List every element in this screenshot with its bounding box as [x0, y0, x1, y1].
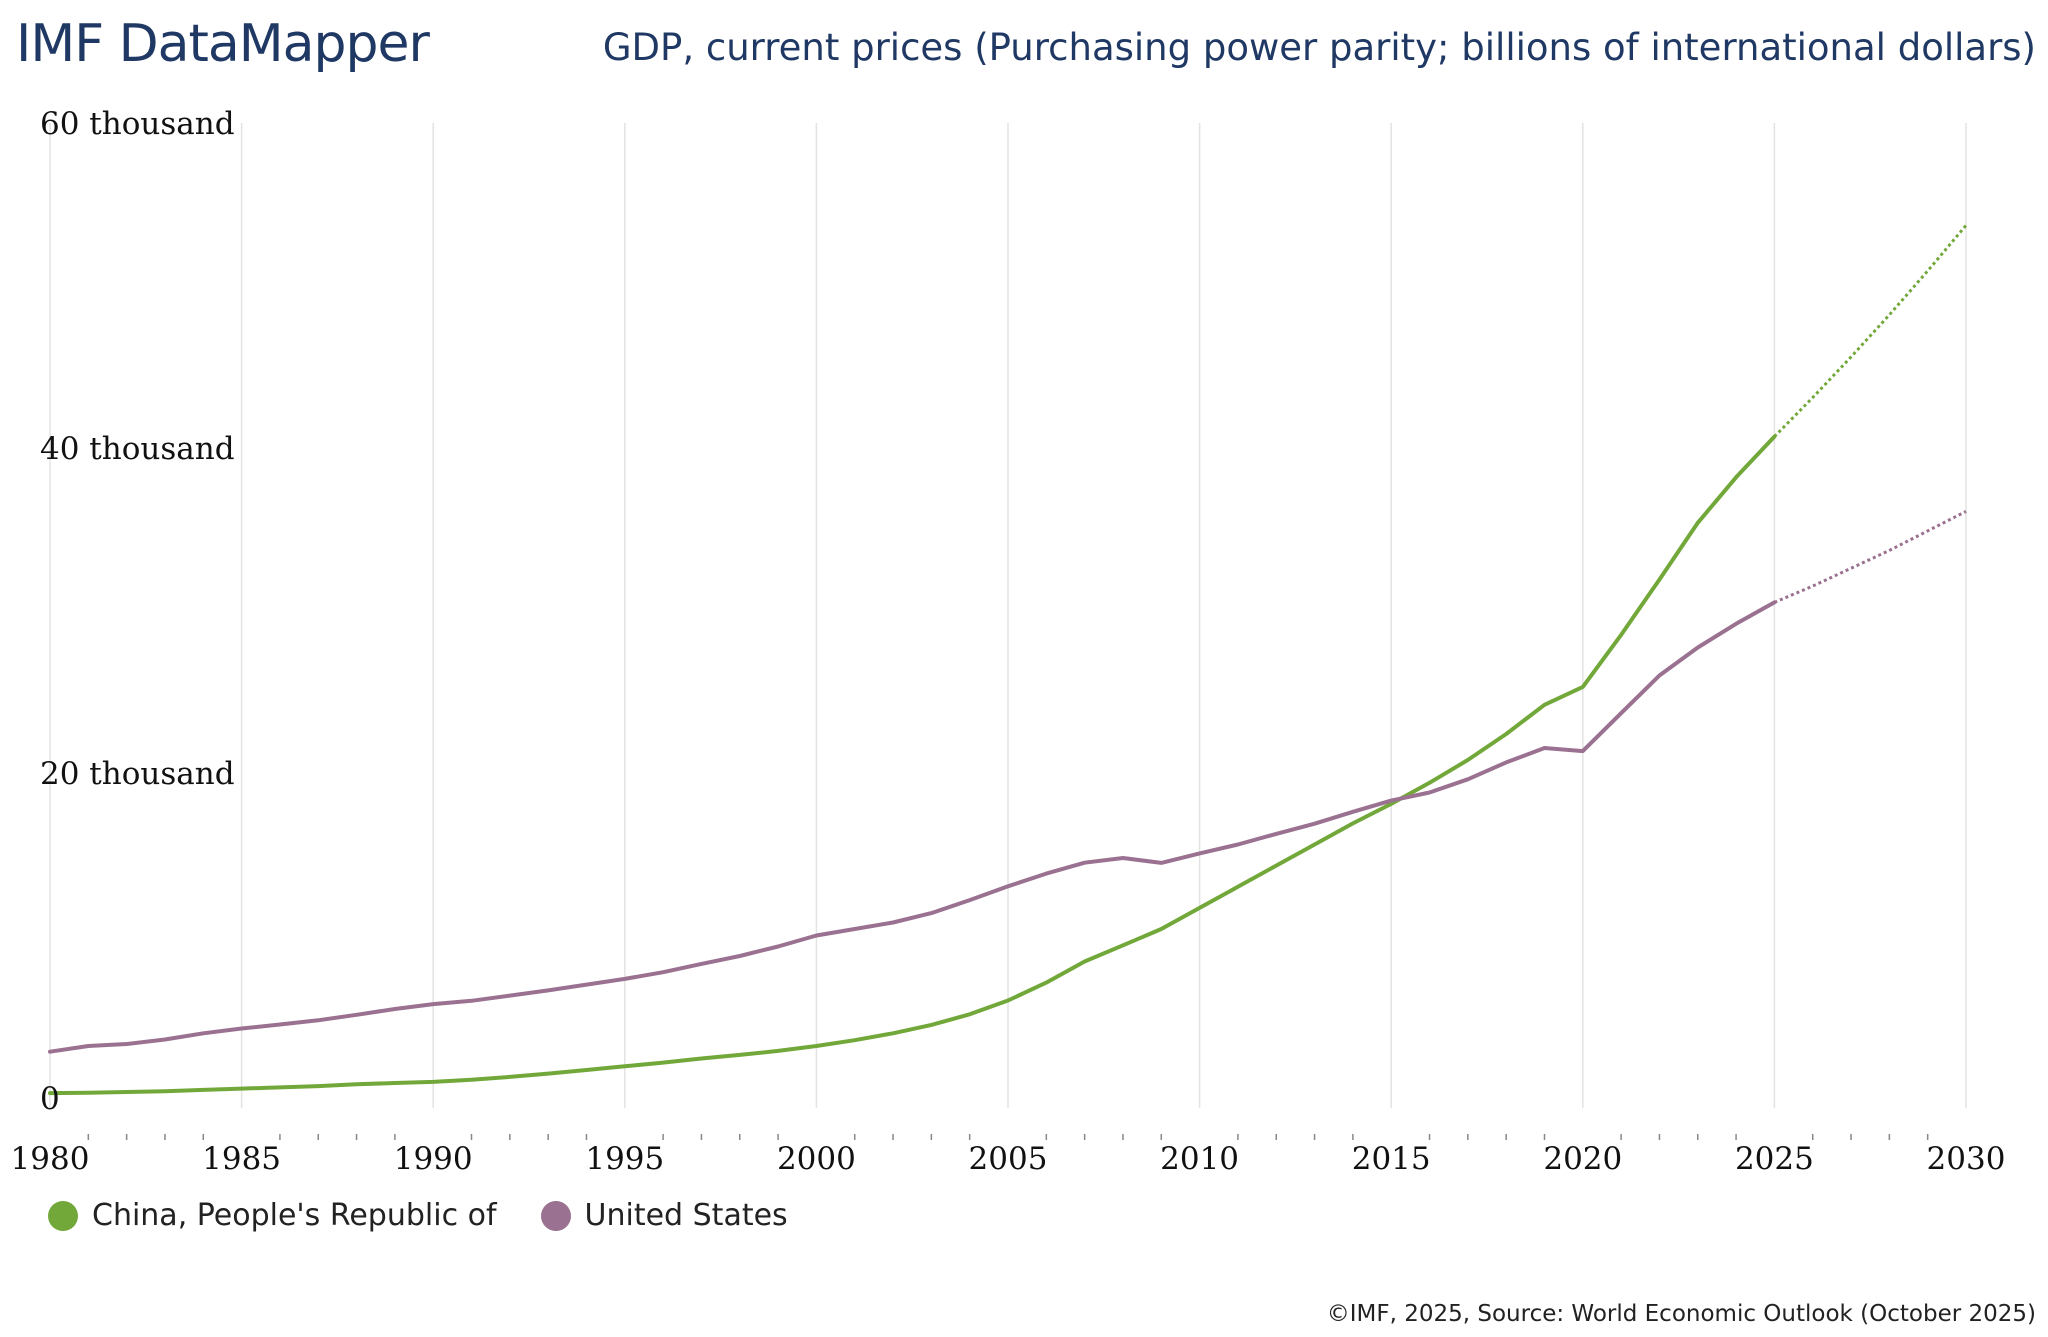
x-tick-label: 2025 — [1735, 1141, 1814, 1177]
x-tick-label: 1995 — [585, 1141, 664, 1177]
x-tick-label: 1985 — [202, 1141, 281, 1177]
x-tick-label: 2015 — [1352, 1141, 1431, 1177]
y-tick-label: 60 thousand — [40, 106, 235, 142]
grid-lines — [49, 123, 1967, 1108]
brand-title: IMF DataMapper — [16, 14, 430, 74]
y-tick-label: 0 — [40, 1081, 60, 1117]
x-tick-label: 2005 — [969, 1141, 1048, 1177]
series-projection-china[interactable] — [1773, 224, 1968, 438]
x-tick-label: 2020 — [1543, 1141, 1622, 1177]
legend-item-china[interactable]: China, People's Republic of — [48, 1198, 497, 1233]
x-tick-label: 1990 — [394, 1141, 473, 1177]
legend-swatch-china — [48, 1200, 78, 1231]
legend-swatch-united-states — [540, 1200, 571, 1231]
y-axis-labels: 0 20 thousand 40 thousand 60 thousand — [40, 106, 235, 1117]
series-projection-united-states[interactable] — [1773, 510, 1967, 604]
legend-label-china: China, People's Republic of — [92, 1198, 497, 1233]
source-footer: ©IMF, 2025, Source: World Economic Outlo… — [1326, 1301, 2036, 1327]
y-tick-label: 20 thousand — [40, 756, 235, 792]
y-tick-label: 40 thousand — [40, 431, 235, 467]
minor-ticks — [87, 1134, 1929, 1140]
x-tick-label: 2000 — [777, 1141, 856, 1177]
legend: China, People's Republic of United State… — [48, 1198, 832, 1233]
legend-label-united-states: United States — [584, 1198, 788, 1233]
series-line-united-states[interactable] — [48, 600, 1777, 1054]
x-tick-label: 1980 — [11, 1141, 90, 1177]
series-lines — [48, 224, 1968, 1096]
legend-item-united-states[interactable]: United States — [540, 1198, 788, 1233]
x-tick-label: 2030 — [1927, 1141, 2006, 1177]
series-line-china[interactable] — [48, 434, 1777, 1096]
x-axis-labels: 1980 1985 1990 1995 2000 2005 2010 2015 2020 2025… — [11, 1141, 2006, 1177]
chart-title: GDP, current prices (Purchasing power pa… — [602, 26, 2036, 69]
x-tick-label: 2010 — [1160, 1141, 1239, 1177]
